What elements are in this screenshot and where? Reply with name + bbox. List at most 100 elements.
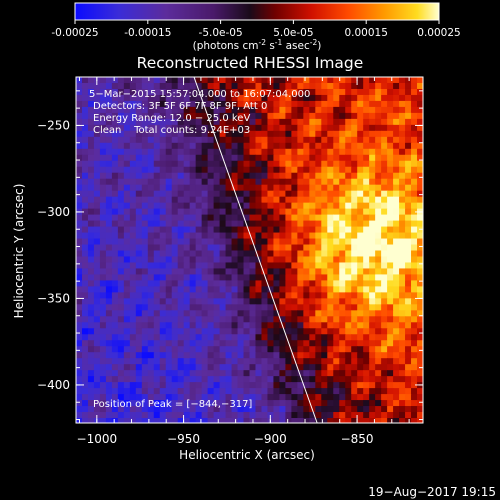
heatmap-cell bbox=[249, 232, 257, 240]
heatmap-cell bbox=[351, 226, 358, 234]
heatmap-cell bbox=[297, 130, 304, 138]
heatmap-cell bbox=[117, 334, 125, 341]
heatmap-cell bbox=[363, 304, 370, 311]
heatmap-cell bbox=[123, 262, 131, 270]
heatmap-cell bbox=[237, 94, 245, 102]
heatmap-cell bbox=[177, 190, 185, 198]
heatmap-cell bbox=[345, 346, 352, 353]
heatmap-cell bbox=[111, 106, 119, 114]
heatmap-cell bbox=[165, 268, 173, 276]
heatmap-cell bbox=[351, 292, 358, 299]
heatmap-cell bbox=[231, 136, 239, 144]
heatmap-cell bbox=[363, 232, 370, 240]
heatmap-cell bbox=[327, 184, 334, 192]
heatmap-cell bbox=[87, 94, 95, 102]
heatmap-cell bbox=[159, 376, 167, 383]
heatmap-cell bbox=[165, 370, 173, 377]
heatmap-cell bbox=[399, 310, 406, 317]
heatmap-cell bbox=[387, 94, 394, 102]
heatmap-cell bbox=[123, 340, 131, 347]
heatmap-cell bbox=[381, 370, 388, 377]
heatmap-cell bbox=[255, 274, 263, 282]
heatmap-cell bbox=[375, 142, 382, 150]
heatmap-cell bbox=[231, 220, 239, 228]
heatmap-cell bbox=[231, 77, 239, 84]
heatmap-cell bbox=[231, 370, 239, 377]
heatmap-cell bbox=[135, 148, 143, 156]
heatmap-cell bbox=[159, 364, 167, 371]
heatmap-cell bbox=[327, 394, 334, 401]
heatmap-cell bbox=[363, 256, 370, 264]
heatmap-cell bbox=[219, 82, 227, 90]
heatmap-cell bbox=[123, 394, 131, 401]
heatmap-cell bbox=[183, 232, 191, 240]
heatmap-cell bbox=[153, 100, 161, 108]
heatmap-cell bbox=[171, 256, 179, 264]
heatmap-cell bbox=[351, 262, 358, 270]
heatmap-cell bbox=[327, 118, 334, 126]
heatmap-cell bbox=[159, 280, 167, 287]
heatmap-cell bbox=[195, 310, 203, 317]
heatmap-cell bbox=[183, 160, 191, 168]
heatmap-cell bbox=[339, 82, 346, 90]
heatmap-cell bbox=[279, 226, 286, 234]
heatmap-cell bbox=[303, 178, 310, 186]
heatmap-cell bbox=[87, 220, 95, 228]
heatmap-cell bbox=[219, 322, 227, 329]
heatmap-cell bbox=[141, 322, 149, 329]
heatmap-cell bbox=[159, 382, 167, 389]
heatmap-cell bbox=[165, 412, 173, 419]
heatmap-cell bbox=[375, 340, 382, 347]
heatmap-cell bbox=[297, 262, 304, 270]
heatmap-cell bbox=[153, 136, 161, 144]
heatmap-cell bbox=[405, 316, 412, 323]
heatmap-cell bbox=[279, 262, 286, 270]
heatmap-cell bbox=[279, 172, 286, 180]
heatmap-cell bbox=[225, 130, 233, 138]
heatmap-cell bbox=[393, 100, 400, 108]
heatmap-cell bbox=[375, 184, 382, 192]
heatmap-cell bbox=[153, 196, 161, 204]
heatmap-cell bbox=[165, 310, 173, 317]
heatmap-cell bbox=[267, 232, 275, 240]
heatmap-cell bbox=[123, 112, 131, 120]
heatmap-cell bbox=[303, 412, 310, 419]
heatmap-cell bbox=[87, 178, 95, 186]
heatmap-cell bbox=[201, 226, 209, 234]
heatmap-cell bbox=[261, 214, 269, 222]
heatmap-cell bbox=[315, 376, 322, 383]
heatmap-cell bbox=[327, 292, 334, 299]
heatmap-cell bbox=[135, 388, 143, 395]
heatmap-cell bbox=[177, 244, 185, 252]
heatmap-cell bbox=[399, 322, 406, 329]
heatmap-cell bbox=[177, 100, 185, 108]
heatmap-cell bbox=[315, 160, 322, 168]
heatmap-cell bbox=[303, 394, 310, 401]
heatmap-cell bbox=[171, 106, 179, 114]
heatmap-cell bbox=[279, 364, 286, 371]
heatmap-cell bbox=[363, 100, 370, 108]
heatmap-cell bbox=[369, 142, 376, 150]
heatmap-cell bbox=[369, 418, 376, 423]
heatmap-cell bbox=[363, 388, 370, 395]
heatmap-cell bbox=[159, 250, 167, 258]
heatmap-cell bbox=[303, 382, 310, 389]
heatmap-cell bbox=[285, 286, 292, 293]
heatmap-cell bbox=[81, 412, 89, 419]
heatmap-cell bbox=[369, 160, 376, 168]
heatmap-cell bbox=[297, 268, 304, 276]
heatmap-cell bbox=[195, 292, 203, 299]
heatmap-cell bbox=[147, 370, 155, 377]
heatmap-cell bbox=[345, 160, 352, 168]
heatmap-cell bbox=[375, 172, 382, 180]
heatmap-cell bbox=[207, 316, 215, 323]
heatmap-cell bbox=[405, 406, 412, 413]
heatmap-cell bbox=[315, 202, 322, 210]
heatmap-cell bbox=[231, 202, 239, 210]
heatmap-cell bbox=[153, 154, 161, 162]
heatmap-cell bbox=[171, 148, 179, 156]
heatmap-cell bbox=[219, 244, 227, 252]
heatmap-cell bbox=[273, 316, 281, 323]
heatmap-cell bbox=[159, 136, 167, 144]
heatmap-cell bbox=[201, 358, 209, 365]
